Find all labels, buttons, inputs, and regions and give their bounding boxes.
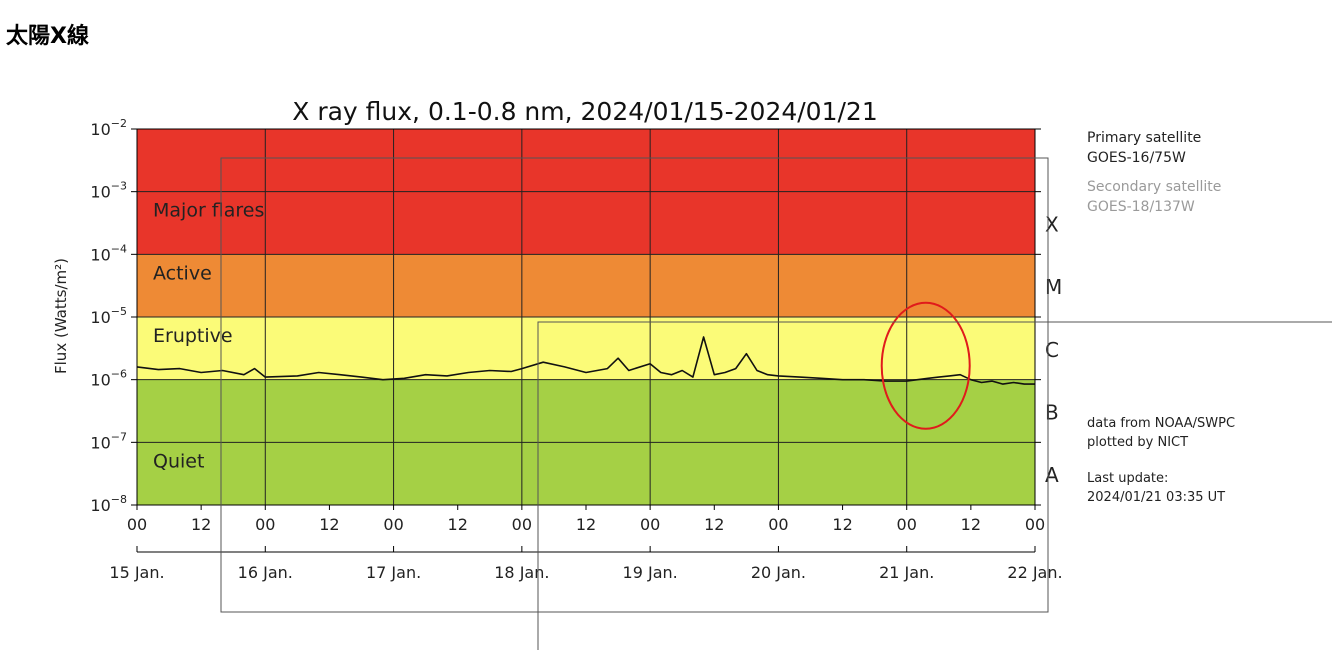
flare-class-M: M — [1045, 275, 1062, 299]
annotation-highlight — [880, 301, 971, 430]
x-day-label-2: 17 Jan. — [366, 563, 421, 582]
secondary-satellite-info: Secondary satellite GOES-18/137W — [1087, 177, 1221, 217]
overlay-guides — [220, 157, 1332, 650]
x-day-label-4: 19 Jan. — [623, 563, 678, 582]
last-update-value: 2024/01/21 03:35 UT — [1087, 490, 1226, 505]
band-labels: Major flares Active Eruptive Quiet — [153, 200, 264, 473]
band-label-0: Major flares — [153, 200, 264, 222]
x-hour-tick-label-7: 12 — [576, 515, 596, 534]
y-tick-exponent: −4 — [111, 242, 127, 255]
x-hour-tick-label-4: 00 — [383, 515, 403, 534]
flux-line-0 — [136, 336, 1035, 385]
band-label-3: Quiet — [153, 450, 204, 472]
y-tick-exponent: −8 — [111, 493, 127, 506]
guide-line-2 — [537, 321, 1332, 650]
y-tick-label-3: 10−5 — [90, 305, 127, 327]
x-hour-tick-label-8: 00 — [640, 515, 660, 534]
page-title: 太陽X線 — [6, 24, 89, 49]
x-hour-tick-label-1: 12 — [191, 515, 211, 534]
x-hour-tick-label-14: 00 — [1025, 515, 1045, 534]
primary-satellite-label: Primary satellite — [1087, 130, 1202, 146]
x-day-label-6: 21 Jan. — [879, 563, 934, 582]
secondary-satellite-value: GOES-18/137W — [1087, 199, 1195, 215]
y-tick-exponent: −6 — [111, 368, 127, 381]
last-update-info: Last update: 2024/01/21 03:35 UT — [1087, 469, 1225, 507]
primary-satellite-value: GOES-16/75W — [1087, 150, 1186, 166]
x-hour-tick-label-10: 00 — [768, 515, 788, 534]
x-day-label-3: 18 Jan. — [494, 563, 549, 582]
x-hour-tick-label-0: 00 — [127, 515, 147, 534]
x-hour-tick-label-11: 12 — [832, 515, 852, 534]
x-hour-tick-label-12: 00 — [897, 515, 917, 534]
primary-satellite-info: Primary satellite GOES-16/75W — [1087, 128, 1201, 168]
data-source-line: data from NOAA/SWPC — [1087, 416, 1236, 431]
y-tick-label-0: 10−8 — [90, 493, 127, 515]
y-tick-label-2: 10−6 — [90, 368, 127, 390]
chart-title: X ray flux, 0.1-0.8 nm, 2024/01/15-2024/… — [292, 97, 877, 126]
flare-class-X: X — [1045, 212, 1059, 236]
flux-series — [136, 336, 1035, 385]
y-tick-label-5: 10−3 — [90, 180, 127, 202]
x-hour-tick-label-2: 00 — [255, 515, 275, 534]
y-tick-exponent: −3 — [111, 180, 127, 193]
highlight-circle-0 — [880, 301, 971, 430]
x-hour-tick-label-6: 00 — [512, 515, 532, 534]
y-tick-exponent: −2 — [111, 117, 127, 130]
band-2 — [137, 317, 1035, 380]
x-day-label-5: 20 Jan. — [751, 563, 806, 582]
guide-rect-1 — [220, 157, 1049, 613]
band-label-1: Active — [153, 262, 212, 284]
x-hour-tick-label-9: 12 — [704, 515, 724, 534]
flare-class-C: C — [1045, 338, 1059, 362]
y-tick-exponent: −5 — [111, 305, 127, 318]
x-day-label-1: 16 Jan. — [238, 563, 293, 582]
x-axis-ticks: 00 12 00 12 00 12 00 12 00 12 00 12 00 12 00 15 Jan. 16 … — [109, 505, 1063, 582]
y-tick-exponent: −7 — [111, 430, 127, 443]
x-hour-tick-label-13: 12 — [961, 515, 981, 534]
y-tick-label-6: 10−2 — [90, 117, 127, 139]
band-label-2: Eruptive — [153, 325, 233, 347]
x-day-label-7: 22 Jan. — [1007, 563, 1062, 582]
y-axis-label: Flux (Watts/m²) — [52, 258, 70, 374]
last-update-label: Last update: — [1087, 471, 1169, 486]
secondary-satellite-label: Secondary satellite — [1087, 179, 1222, 195]
y-tick-label-1: 10−7 — [90, 430, 127, 452]
x-hour-tick-label-5: 12 — [448, 515, 468, 534]
flare-class-B: B — [1045, 400, 1059, 424]
plotted-by-line: plotted by NICT — [1087, 435, 1189, 450]
x-hour-tick-label-3: 12 — [319, 515, 339, 534]
flare-class-A: A — [1045, 463, 1059, 487]
band-1 — [137, 254, 1035, 317]
y-tick-label-4: 10−4 — [90, 242, 127, 264]
data-source-info: data from NOAA/SWPC plotted by NICT — [1087, 414, 1235, 452]
x-day-label-0: 15 Jan. — [109, 563, 164, 582]
